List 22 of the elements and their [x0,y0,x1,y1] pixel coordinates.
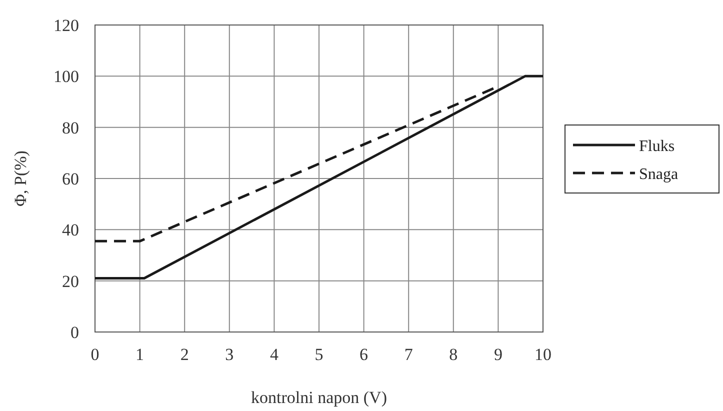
x-tick-label: 9 [494,345,502,364]
x-tick-label: 0 [90,345,100,364]
x-axis-title: kontrolni napon (V) [251,388,387,407]
y-tick-label: 100 [54,67,79,86]
x-tick-label: 3 [225,345,234,364]
x-tick-label: 10 [534,345,552,364]
x-tick-label: 4 [270,345,279,364]
legend-label: Snaga [639,166,678,183]
x-tick-label: 5 [314,345,324,364]
y-tick-label: 120 [54,16,79,35]
y-axis-title: Φ, P(%) [11,150,30,206]
x-tick-label: 2 [180,345,189,364]
x-tick-label: 8 [449,345,458,364]
legend-label: Fluks [639,138,675,155]
y-tick-label: 0 [70,323,79,342]
y-tick-label: 80 [62,118,79,138]
x-tick-label: 7 [404,345,414,364]
y-tick-label: 60 [62,170,79,188]
x-tick-label: 1 [136,345,144,364]
y-tick-label: 20 [62,272,79,291]
y-tick-label: 40 [62,220,79,240]
x-tick-label: 6 [360,345,368,364]
